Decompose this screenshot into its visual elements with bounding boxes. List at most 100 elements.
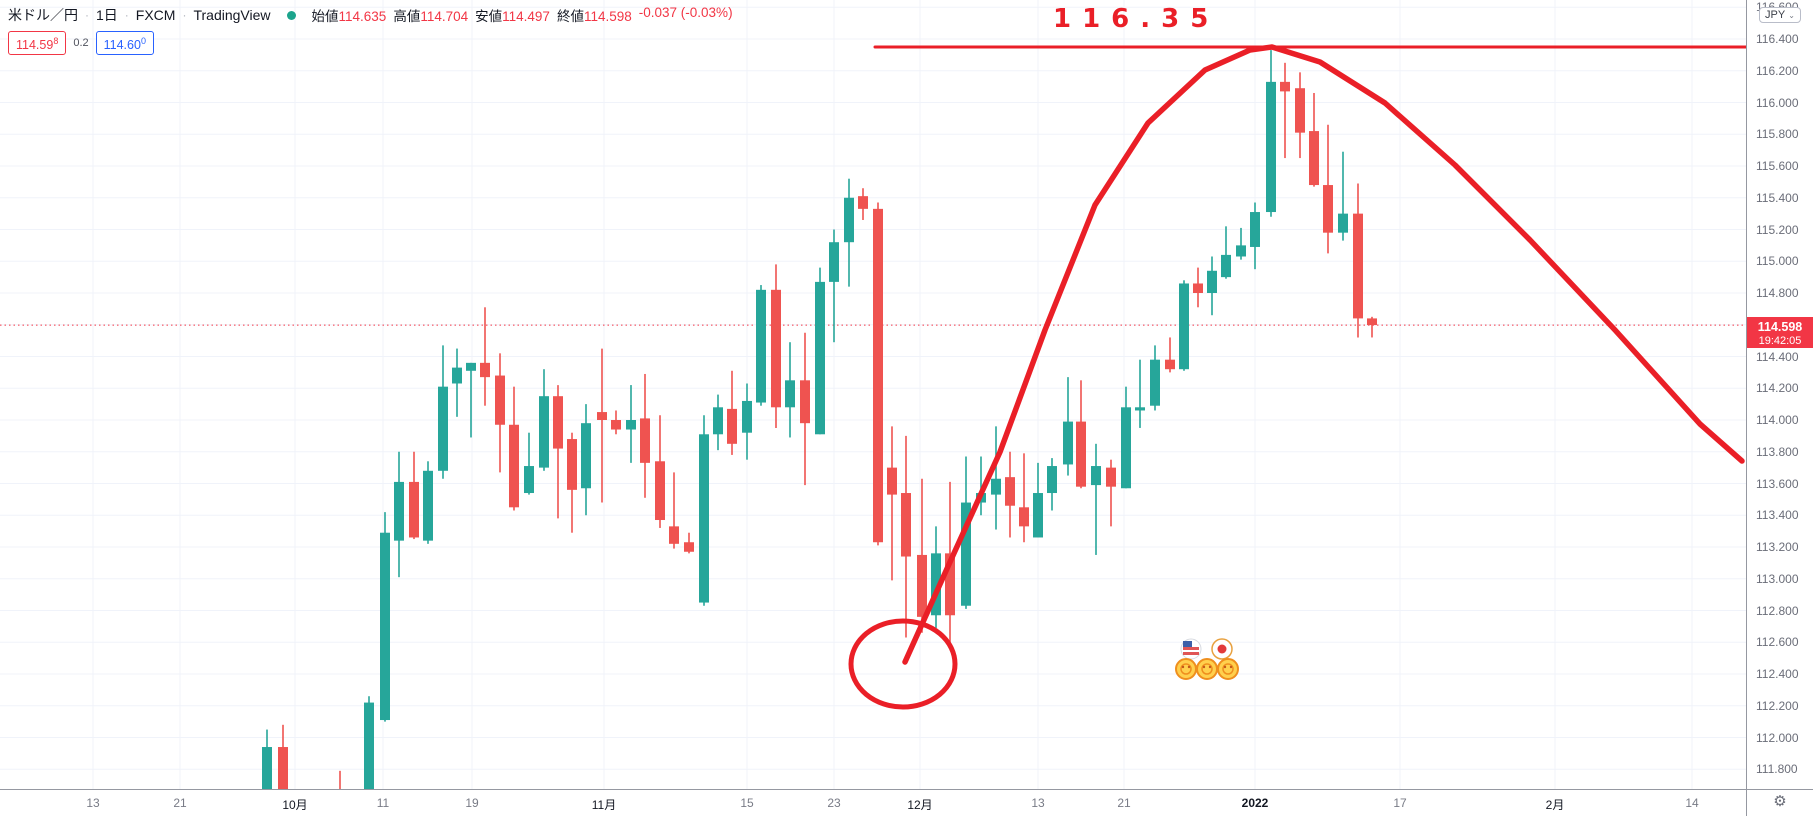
- change-value: -0.037 (-0.03%): [638, 5, 733, 20]
- candle-body: [901, 493, 911, 557]
- candle-body: [509, 424, 519, 508]
- candle-body: [887, 467, 897, 495]
- exchange-label: FXCM: [135, 7, 176, 23]
- currency-selector[interactable]: JPY ⌄: [1759, 7, 1801, 23]
- last-price-badge: 114.598 19:42:05: [1747, 317, 1813, 348]
- candle-body: [655, 461, 665, 521]
- candle-body: [452, 367, 462, 384]
- separator-dot: ·: [85, 8, 89, 22]
- candle-body: [581, 423, 591, 489]
- separator-dot: ·: [182, 8, 187, 22]
- candle-body: [409, 481, 419, 538]
- last-price-value: 114.598: [1757, 320, 1803, 334]
- candle-body: [699, 434, 709, 603]
- candle-body: [669, 526, 679, 544]
- candle-body: [1179, 283, 1189, 370]
- candle-body: [800, 380, 810, 424]
- symbol-title[interactable]: 米ドル／円: [8, 7, 78, 23]
- time-axis-label: 17: [1393, 796, 1407, 810]
- candle-body: [771, 289, 781, 408]
- candle-body: [785, 380, 795, 408]
- price-axis-label: 114.200: [1756, 381, 1799, 396]
- candle-body: [611, 420, 621, 430]
- interval-label[interactable]: 1日: [96, 7, 118, 23]
- chevron-down-icon: ⌄: [1788, 10, 1795, 20]
- price-axis-label: 112.400: [1756, 667, 1799, 681]
- candle-body: [262, 747, 272, 789]
- candle-body: [961, 502, 971, 606]
- candle-body: [524, 466, 534, 494]
- price-axis-label: 116.000: [1756, 95, 1799, 110]
- close-label: 終値: [556, 9, 584, 24]
- buy-price-button[interactable]: 114.600: [95, 31, 154, 56]
- candle-body: [495, 375, 505, 425]
- candle-body: [1076, 421, 1086, 487]
- price-axis[interactable]: 116.600116.400116.200116.000115.800115.6…: [1747, 0, 1813, 789]
- candle-body: [1047, 466, 1057, 494]
- candle-body: [1135, 407, 1145, 411]
- time-axis-label: 21: [173, 796, 187, 810]
- candle-body: [1250, 212, 1260, 247]
- candle-body: [1033, 493, 1043, 538]
- candle-body: [1150, 359, 1160, 406]
- price-axis-label: 116.400: [1756, 32, 1799, 46]
- candle-body: [815, 281, 825, 435]
- time-axis-label: 10月: [282, 798, 308, 812]
- time-axis-label: 23: [827, 796, 841, 810]
- market-open-dot-icon: [286, 10, 296, 20]
- candle-body: [991, 478, 1001, 495]
- close-value: 114.598: [583, 9, 632, 24]
- candle-body: [1266, 81, 1276, 213]
- candles[interactable]: [262, 50, 1377, 789]
- time-axis-label: 11: [376, 796, 390, 810]
- candlestick-chart[interactable]: [0, 0, 1747, 789]
- candle-body: [1295, 88, 1305, 133]
- time-axis-label: 15: [740, 796, 754, 810]
- price-axis-label: 114.400: [1756, 349, 1799, 364]
- candle-body: [1236, 245, 1246, 257]
- settings-gear-icon[interactable]: ⚙: [1773, 793, 1787, 810]
- candle-body: [278, 747, 288, 789]
- price-axis-label: 115.800: [1756, 127, 1799, 142]
- candle-body: [1165, 359, 1175, 370]
- candle-body: [1106, 467, 1116, 487]
- candle-body: [423, 470, 433, 541]
- peak-price-annotation[interactable]: 116.35: [1053, 4, 1220, 34]
- price-axis-label: 112.000: [1756, 730, 1799, 745]
- candle-body: [829, 242, 839, 282]
- sell-price-button[interactable]: 114.598: [8, 31, 67, 56]
- drawings[interactable]: [848, 44, 1747, 710]
- price-axis-label: 115.200: [1756, 222, 1799, 237]
- price-axis-label: 114.800: [1756, 286, 1799, 300]
- time-axis-label: 2月: [1545, 798, 1565, 812]
- price-axis-separator: [1746, 0, 1747, 816]
- candle-body: [945, 553, 955, 616]
- candle-body: [1367, 318, 1377, 326]
- candle-body: [1207, 270, 1217, 293]
- highlight-circle[interactable]: [848, 618, 958, 710]
- coin-icon: [1175, 658, 1197, 680]
- price-axis-label: 115.000: [1756, 254, 1799, 269]
- candle-body: [1193, 283, 1203, 293]
- time-axis[interactable]: 13 21 10月 11 19 11月 15 23 12月 13 21 2022 17 2月 14: [0, 789, 1813, 817]
- trend-curve[interactable]: [902, 44, 1745, 665]
- candle-body: [1063, 421, 1073, 465]
- platform-label: TradingView: [193, 7, 271, 23]
- ohlc-values: 始値114.635 高値114.704 安値114.497 終値114.598 …: [312, 5, 733, 25]
- candle-body: [1280, 81, 1290, 92]
- high-label: 高値: [393, 9, 421, 24]
- time-axis-label: 11月: [591, 798, 617, 812]
- price-axis-label: 112.800: [1756, 603, 1799, 618]
- candle-body: [756, 289, 766, 403]
- symbol-header: 米ドル／円 · 1日 · FXCM · TradingView 始値114.63…: [8, 5, 733, 25]
- candle-body: [1309, 131, 1319, 186]
- countdown-timer: 19:42:05: [1758, 334, 1802, 347]
- candle-body: [684, 542, 694, 552]
- candle-body: [364, 702, 374, 789]
- candle-body: [438, 386, 448, 471]
- candle-body: [713, 407, 723, 435]
- candle-body: [567, 439, 577, 490]
- sticker-icons: [1175, 638, 1239, 680]
- price-axis-label: 113.600: [1756, 476, 1799, 491]
- candle-body: [626, 420, 636, 430]
